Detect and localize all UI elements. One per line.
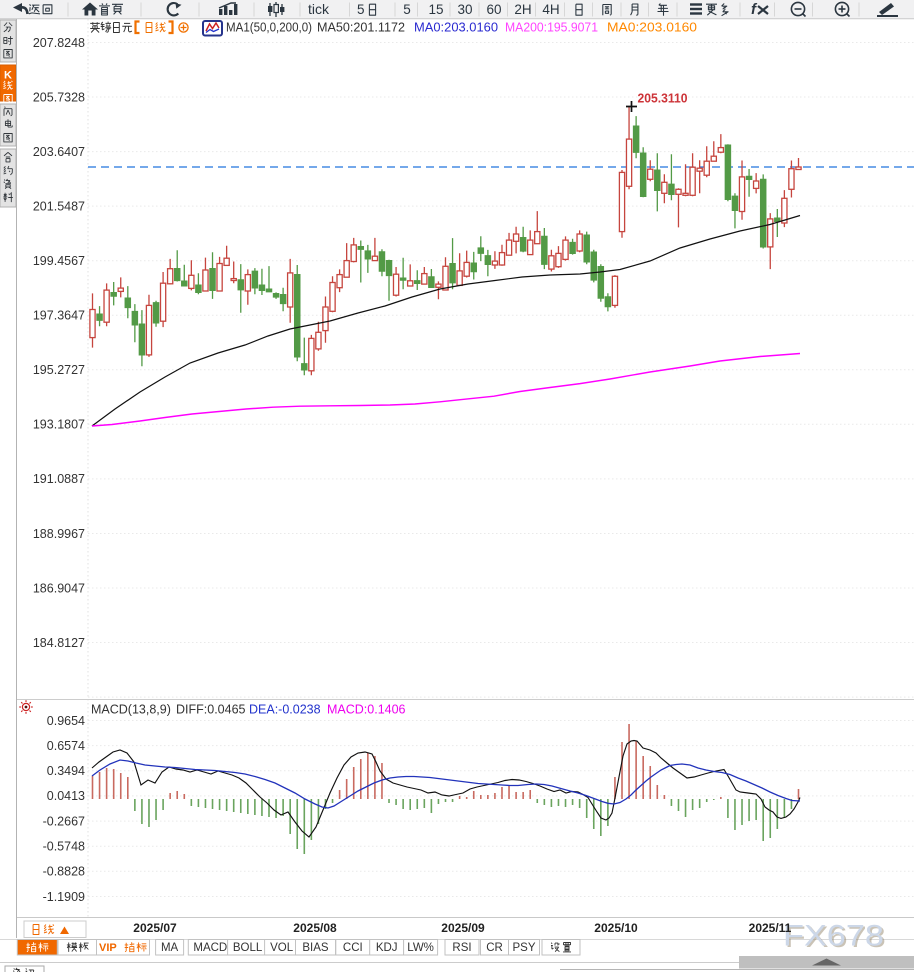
svg-text:2025/09: 2025/09: [441, 921, 485, 935]
svg-text:2025/10: 2025/10: [594, 921, 638, 935]
svg-text:FX678: FX678: [783, 920, 884, 953]
svg-text:BIAS: BIAS: [302, 942, 329, 954]
svg-text:0.6574: 0.6574: [47, 739, 85, 753]
svg-text:184.8127: 184.8127: [33, 636, 85, 650]
svg-text:MACD: MACD: [193, 942, 227, 954]
svg-text:-1.1909: -1.1909: [43, 890, 85, 904]
svg-text:15: 15: [428, 2, 443, 17]
svg-text:MA50:201.1172: MA50:201.1172: [317, 21, 405, 35]
svg-text:2H: 2H: [514, 2, 531, 17]
svg-text:CR: CR: [486, 942, 503, 954]
svg-text:FX678: FX678: [785, 921, 886, 954]
svg-text:207.8248: 207.8248: [33, 36, 85, 50]
svg-text:MA200:195.9071: MA200:195.9071: [505, 21, 598, 35]
svg-text:-0.5748: -0.5748: [43, 840, 85, 854]
svg-text:201.5487: 201.5487: [33, 199, 85, 213]
svg-text:199.4567: 199.4567: [33, 254, 85, 268]
svg-text:RSI: RSI: [452, 942, 471, 954]
svg-text:DEA:-0.0238: DEA:-0.0238: [249, 703, 321, 717]
svg-text:KDJ: KDJ: [376, 942, 398, 954]
svg-text:205.3110: 205.3110: [638, 92, 688, 106]
svg-text:CCI: CCI: [343, 942, 363, 954]
svg-text:5: 5: [357, 2, 365, 17]
svg-text:tick: tick: [308, 1, 330, 17]
svg-text:0.3494: 0.3494: [47, 764, 85, 778]
svg-text:f: f: [751, 1, 758, 18]
svg-text:VIP: VIP: [99, 942, 117, 954]
svg-text:2025/07: 2025/07: [133, 921, 177, 935]
svg-text:MACD:0.1406: MACD:0.1406: [327, 703, 406, 717]
svg-text:2025/08: 2025/08: [293, 921, 337, 935]
svg-text:DIFF:0.0465: DIFF:0.0465: [176, 703, 246, 717]
svg-text:5: 5: [403, 2, 411, 17]
svg-text:60: 60: [486, 2, 501, 17]
svg-text:-0.8828: -0.8828: [43, 865, 85, 879]
svg-text:VOL: VOL: [270, 942, 294, 954]
svg-text:MACD(13,8,9): MACD(13,8,9): [91, 703, 171, 717]
svg-text:MA0:203.0160: MA0:203.0160: [414, 21, 498, 35]
svg-text:197.3647: 197.3647: [33, 309, 85, 323]
svg-text:191.0887: 191.0887: [33, 472, 85, 486]
svg-text:0.9654: 0.9654: [47, 714, 85, 728]
svg-text:186.9047: 186.9047: [33, 581, 85, 595]
svg-text:30: 30: [457, 2, 472, 17]
svg-text:205.7328: 205.7328: [33, 90, 85, 104]
svg-text:MA1(50,0,200,0): MA1(50,0,200,0): [226, 21, 312, 35]
svg-text:203.6407: 203.6407: [33, 145, 85, 159]
svg-text:0.0413: 0.0413: [47, 789, 85, 803]
svg-text:-0.2667: -0.2667: [43, 814, 85, 828]
svg-text:193.1807: 193.1807: [33, 418, 85, 432]
svg-text:K: K: [4, 70, 12, 82]
svg-text:195.2727: 195.2727: [33, 363, 85, 377]
svg-text:188.9967: 188.9967: [33, 527, 85, 541]
svg-text:4H: 4H: [542, 2, 559, 17]
svg-text:MA0:203.0160: MA0:203.0160: [607, 21, 697, 35]
svg-text:MA: MA: [161, 942, 179, 954]
svg-text:PSY: PSY: [512, 942, 535, 954]
svg-text:2025/11: 2025/11: [749, 921, 792, 935]
svg-text:LW%: LW%: [407, 942, 434, 954]
svg-text:BOLL: BOLL: [233, 942, 263, 954]
